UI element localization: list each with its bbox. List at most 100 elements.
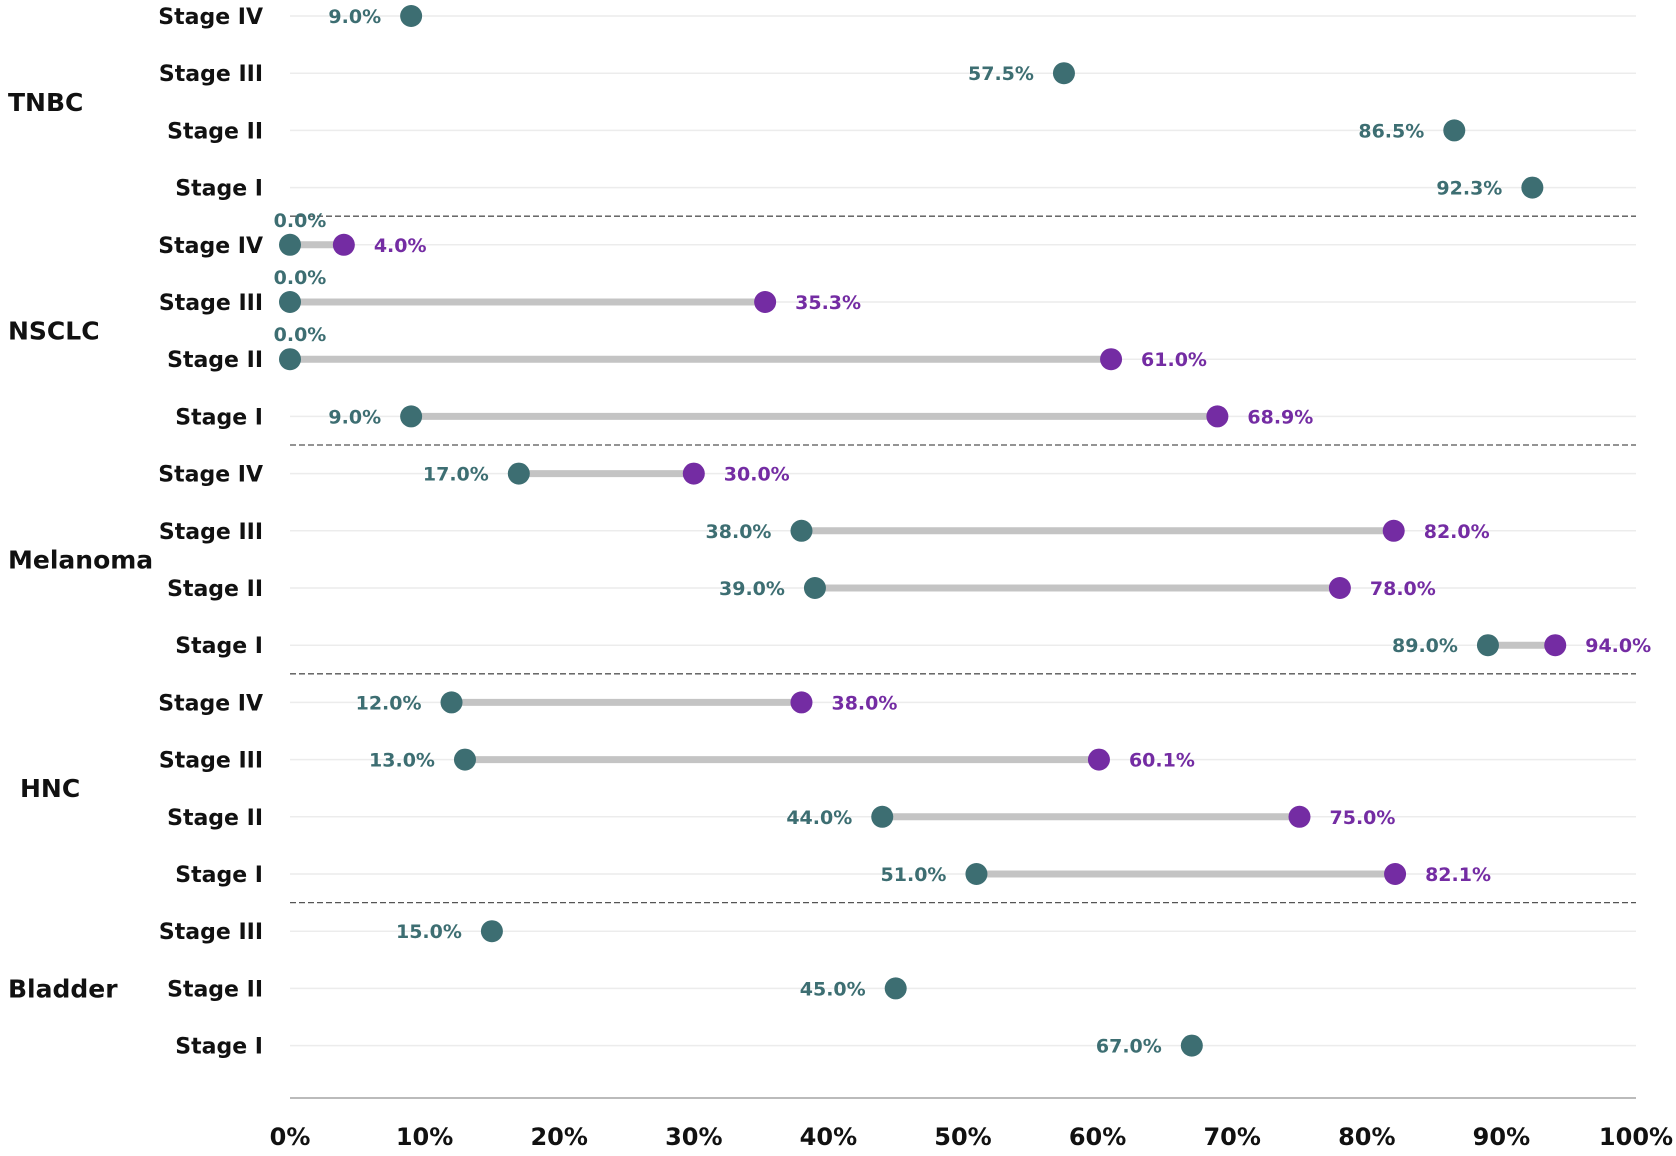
stage-label: Stage II	[167, 119, 263, 144]
series-a-value-label: 57.5%	[968, 63, 1034, 85]
series-a-value-label: 12.0%	[356, 692, 422, 714]
series-a-point	[1443, 119, 1466, 142]
stage-label: Stage II	[167, 806, 263, 831]
series-a-value-label: 9.0%	[328, 6, 381, 28]
series-a-value-label: 17.0%	[423, 464, 489, 486]
series-b-value-label: 68.9%	[1247, 406, 1313, 428]
series-b-value-label: 60.1%	[1129, 750, 1195, 772]
stage-label: Stage II	[167, 348, 263, 373]
series-a-point	[453, 748, 476, 771]
series-b-value-label: 4.0%	[374, 235, 427, 257]
series-b-value-label: 35.3%	[795, 292, 861, 314]
series-a-point	[1476, 634, 1499, 657]
series-a-point	[507, 462, 530, 485]
series-a-value-label: 0.0%	[274, 210, 327, 232]
series-b-value-label: 82.1%	[1425, 864, 1491, 886]
series-a-value-label: 0.0%	[274, 324, 327, 346]
series-b-point	[790, 691, 813, 714]
value-labels: 9.0% 57.5% 86.5% 92.3% 4.0% 0.0% 35.3% 0.0% 61.0…	[274, 6, 1652, 1058]
x-tick-label: 50%	[934, 1123, 991, 1151]
series-b-point	[682, 462, 705, 485]
x-tick-label: 0%	[270, 1123, 311, 1151]
series-b-value-label: 75.0%	[1330, 807, 1396, 829]
series-a-value-label: 92.3%	[1436, 178, 1502, 200]
series-b-point	[1382, 519, 1405, 542]
series-a-value-label: 39.0%	[719, 578, 785, 600]
series-a-point	[279, 348, 301, 371]
group-label: Melanoma	[8, 545, 153, 574]
series-b-point	[332, 233, 355, 256]
series-a-value-label: 86.5%	[1358, 120, 1424, 142]
series-b-point	[1206, 405, 1229, 428]
group-separators	[290, 215, 1636, 904]
stage-label: Stage I	[175, 405, 263, 430]
series-a-point	[1180, 1034, 1203, 1057]
series-a-point	[871, 805, 894, 828]
group-label: TNBC	[8, 88, 83, 117]
connectors	[290, 241, 1556, 878]
series-a-point	[279, 233, 301, 256]
series-b-value-label: 61.0%	[1141, 349, 1207, 371]
series-b-value-label: 30.0%	[724, 464, 790, 486]
group-label: NSCLC	[8, 317, 100, 346]
series-a-value-label: 51.0%	[881, 864, 947, 886]
series-a-value-label: 45.0%	[800, 978, 866, 1000]
stage-label: Stage I	[175, 1035, 263, 1060]
series-a-point	[790, 519, 813, 542]
stage-label: Stage IV	[158, 463, 263, 488]
x-tick-label: 90%	[1473, 1123, 1530, 1151]
x-tick-label: 80%	[1338, 1123, 1395, 1151]
series-b-value-label: 82.0%	[1424, 521, 1490, 543]
stage-label: Stage III	[159, 920, 263, 945]
series-a-point	[480, 920, 503, 943]
x-tick-label: 70%	[1203, 1123, 1260, 1151]
stage-label: Stage II	[167, 577, 263, 602]
series-b-point	[754, 291, 777, 313]
stage-label: Stage I	[175, 634, 263, 659]
series-a-point	[884, 977, 907, 1000]
x-tick-label: 100%	[1599, 1123, 1673, 1151]
series-a-value-label: 13.0%	[369, 750, 435, 772]
series-b-value-label: 94.0%	[1585, 635, 1651, 657]
x-axis: 0% 10% 20% 30% 40% 50% 60% 70% 80% 90% 100%	[270, 1097, 1673, 1151]
stage-label: Stage I	[175, 863, 263, 888]
series-a-value-label: 44.0%	[786, 807, 852, 829]
series-b-point	[1328, 577, 1351, 599]
x-tick-label: 60%	[1069, 1123, 1126, 1151]
series-b-point	[1288, 805, 1311, 828]
group-labels: TNBC NSCLC Melanoma HNC Bladder	[8, 88, 153, 1004]
x-tick-label: 20%	[530, 1123, 587, 1151]
group-label: HNC	[20, 774, 80, 803]
x-tick-label: 30%	[665, 1123, 722, 1151]
series-a-point	[1521, 176, 1544, 199]
x-tick-label: 10%	[396, 1123, 453, 1151]
series-a-value-label: 67.0%	[1096, 1036, 1162, 1058]
series-a-point	[279, 291, 301, 313]
series-a-point	[803, 577, 826, 599]
stage-label: Stage IV	[158, 234, 263, 259]
series-b-point	[1087, 748, 1110, 771]
series-a-point	[440, 691, 463, 714]
x-tick-label: 40%	[800, 1123, 857, 1151]
series-a-value-label: 15.0%	[396, 921, 462, 943]
stage-label: Stage II	[167, 977, 263, 1002]
data-points	[279, 5, 1567, 1057]
series-a-value-label: 89.0%	[1392, 635, 1458, 657]
series-a-point	[400, 405, 423, 428]
series-b-point	[1544, 634, 1567, 657]
stage-label: Stage III	[159, 62, 263, 87]
series-b-value-label: 38.0%	[831, 692, 897, 714]
series-b-point	[1100, 348, 1123, 371]
stage-label: Stage III	[159, 520, 263, 545]
series-b-point	[1384, 863, 1407, 885]
stage-label: Stage III	[159, 749, 263, 774]
stage-label: Stage IV	[158, 691, 263, 716]
series-a-point	[400, 5, 423, 27]
stage-label: Stage IV	[158, 5, 263, 30]
series-a-point	[1052, 62, 1075, 85]
series-a-value-label: 9.0%	[328, 406, 381, 428]
series-a-point	[965, 863, 988, 885]
series-a-value-label: 0.0%	[274, 267, 327, 289]
series-a-value-label: 38.0%	[706, 521, 772, 543]
